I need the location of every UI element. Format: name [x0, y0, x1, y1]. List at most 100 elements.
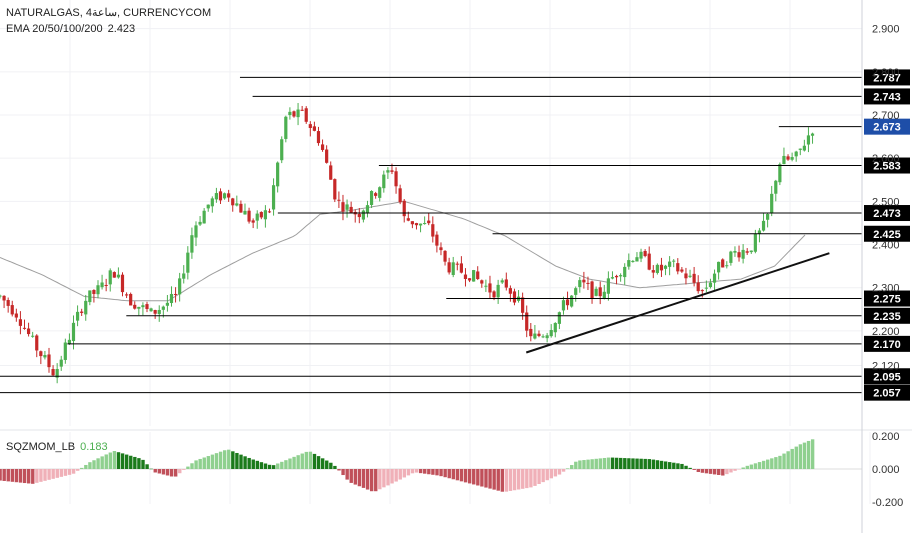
- momentum-bar: [774, 457, 778, 469]
- momentum-bar: [447, 469, 451, 479]
- candle-body: [88, 290, 92, 303]
- candle: [284, 115, 288, 143]
- candle-body: [712, 273, 717, 283]
- candle-body: [598, 287, 602, 297]
- momentum-bar: [684, 465, 688, 469]
- momentum-bar: [737, 469, 741, 470]
- oscillator-legend[interactable]: SQZMOM_LB 0.183: [6, 441, 108, 453]
- symbol-legend: NATURALGAS, 4ساعة, CURRENCYCOM: [6, 6, 211, 19]
- symbol-title[interactable]: NATURALGAS, 4ساعة, CURRENCYCOM: [6, 7, 212, 19]
- candle-body: [247, 210, 251, 222]
- candle: [169, 286, 174, 307]
- candle-body: [459, 263, 463, 273]
- momentum-bar: [173, 469, 178, 477]
- candle: [623, 263, 627, 285]
- candle-body: [165, 302, 170, 306]
- candle: [557, 311, 561, 330]
- candle-body: [402, 200, 406, 217]
- candle-body: [92, 289, 96, 294]
- candle-body: [198, 221, 202, 225]
- momentum-bar: [692, 469, 696, 470]
- candle-body: [749, 250, 753, 253]
- level-label-bg: [864, 88, 910, 105]
- momentum-bar: [239, 454, 243, 469]
- momentum-bar: [610, 457, 615, 469]
- candle: [222, 192, 227, 200]
- momentum-bar: [476, 469, 480, 486]
- momentum-bar: [157, 469, 162, 474]
- candle: [186, 246, 190, 280]
- candle-body: [521, 297, 525, 313]
- candle-body: [202, 210, 206, 224]
- candle-body: [541, 336, 545, 338]
- momentum-bar: [337, 469, 341, 471]
- candle: [108, 268, 112, 292]
- momentum-bar: [47, 469, 51, 480]
- momentum-bar: [802, 442, 807, 469]
- momentum-bar: [786, 451, 790, 469]
- momentum-bar: [2, 469, 6, 481]
- candle-body: [586, 282, 590, 284]
- momentum-bar: [712, 469, 717, 475]
- candle: [382, 170, 386, 193]
- candle-body: [312, 126, 316, 131]
- momentum-bar: [647, 459, 652, 469]
- candle: [6, 297, 10, 313]
- momentum-bar: [500, 469, 505, 492]
- momentum-bar: [561, 469, 566, 472]
- candle-body: [361, 210, 365, 220]
- candle: [586, 276, 590, 291]
- candle: [439, 242, 443, 256]
- momentum-bar: [770, 458, 774, 469]
- ema-legend[interactable]: EMA 20/50/100/200 2.423: [6, 23, 135, 35]
- momentum-bar: [59, 469, 64, 477]
- candle: [345, 199, 349, 218]
- candle: [243, 203, 247, 215]
- candle: [43, 350, 47, 360]
- candle-body: [84, 300, 88, 315]
- candle: [280, 136, 284, 164]
- level-label: 2.743: [873, 91, 901, 103]
- candle: [476, 266, 480, 281]
- momentum-bar: [459, 469, 464, 482]
- candle-body: [227, 193, 231, 198]
- momentum-bar: [721, 469, 725, 476]
- momentum-bar: [427, 469, 431, 475]
- candle-body: [406, 218, 410, 221]
- candle-body: [267, 211, 272, 213]
- candle-body: [63, 342, 67, 360]
- candle: [55, 363, 59, 384]
- candle-body: [704, 287, 708, 289]
- candle: [745, 248, 749, 255]
- momentum-bar: [688, 467, 692, 469]
- candle: [18, 311, 23, 335]
- candle: [549, 324, 553, 338]
- candle-body: [778, 164, 782, 183]
- candle-body: [463, 274, 468, 280]
- momentum-bar: [14, 469, 19, 483]
- candle: [484, 279, 488, 292]
- candle: [431, 216, 435, 243]
- candle: [96, 280, 100, 299]
- candle-body: [696, 282, 700, 292]
- candle-body: [578, 280, 582, 288]
- candle: [26, 322, 31, 337]
- momentum-bar: [235, 452, 239, 469]
- candle-body: [145, 304, 149, 310]
- momentum-bar: [472, 469, 476, 485]
- candles: [0, 103, 815, 384]
- candle-body: [504, 279, 508, 288]
- candle-body: [447, 262, 451, 273]
- candle: [680, 266, 684, 273]
- trendline: [525, 252, 830, 354]
- candle: [67, 333, 72, 345]
- candle: [0, 294, 2, 299]
- level-label: 2.170: [873, 339, 901, 351]
- candle-body: [451, 262, 455, 275]
- candle: [512, 288, 517, 306]
- momentum-bar: [100, 456, 104, 469]
- momentum-bar: [243, 456, 247, 469]
- candle: [206, 204, 210, 212]
- candle: [100, 274, 104, 290]
